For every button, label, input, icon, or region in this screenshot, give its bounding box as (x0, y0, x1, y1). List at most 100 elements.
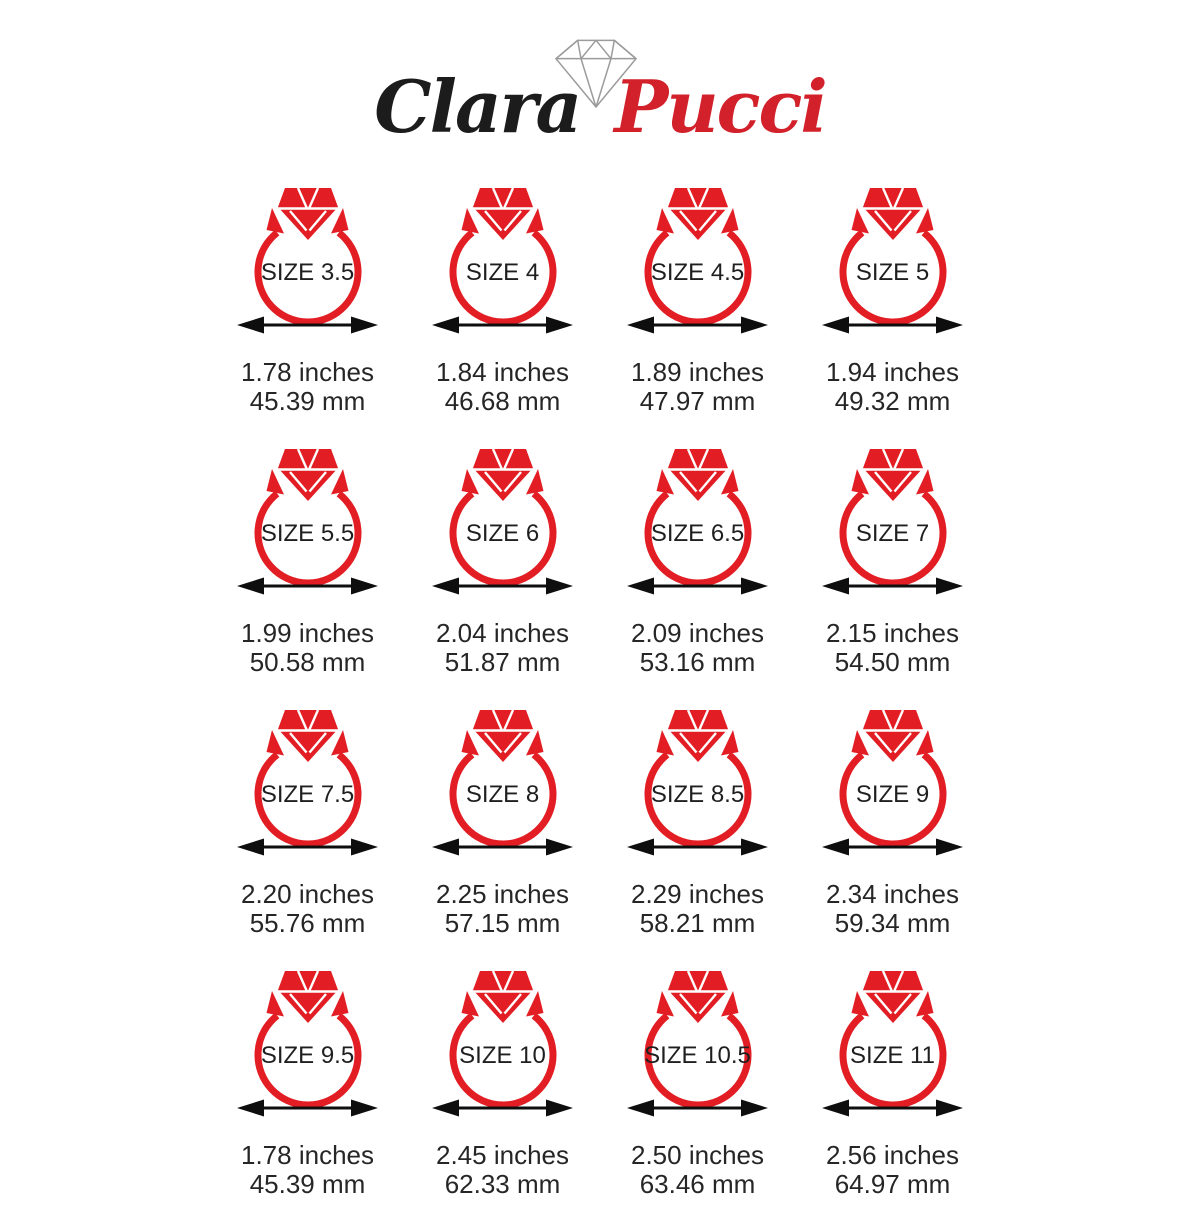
ring-prong-right (526, 730, 544, 756)
diameter-measurements: 2.15 inches 54.50 mm (826, 619, 959, 676)
arrow-head-right (936, 316, 963, 334)
ring-band (644, 751, 752, 848)
gem-facet-lines (666, 187, 730, 232)
ring-size-cell: SIZE 10 2.45 inches 62.33 mm (405, 966, 600, 1227)
ring-prong-right (331, 469, 349, 495)
gem-facet-lines (666, 970, 730, 1015)
ring-size-label: SIZE 4 (466, 259, 539, 286)
diameter-mm: 47.97 mm (639, 385, 756, 416)
ring-band (254, 1012, 362, 1109)
gem-icon (473, 449, 533, 501)
ring-prong-right (526, 469, 544, 495)
ring-prong-right (721, 991, 739, 1017)
ring-size-cell: SIZE 8 2.25 inches 57.15 mm (405, 705, 600, 966)
arrow-head-left (627, 1099, 654, 1117)
ring-prong-left (461, 208, 479, 234)
diameter-inches: 2.50 inches (631, 1140, 764, 1170)
arrow-head-left (822, 577, 849, 595)
gem-facet-lines (861, 187, 925, 232)
ring-prong-left (656, 469, 674, 495)
ring-size-cell: SIZE 7.5 2.20 inches 55.76 mm (210, 705, 405, 966)
ring-size-cell: SIZE 3.5 1.78 inches 45.39 mm (210, 183, 405, 444)
ring-band (449, 229, 557, 326)
gem-icon (863, 971, 923, 1023)
ring-size-cell: SIZE 4 1.84 inches 46.68 mm (405, 183, 600, 444)
gem-facet-lines (276, 709, 340, 754)
arrow-head-right (351, 316, 378, 334)
diameter-arrow-icon (432, 1099, 573, 1117)
arrow-head-right (351, 838, 378, 856)
ring-size-label: SIZE 8.5 (651, 781, 744, 808)
ring-prong-right (526, 208, 544, 234)
ring-diagram: SIZE 10.5 (627, 970, 768, 1117)
diameter-arrow-icon (627, 838, 768, 856)
gem-icon (278, 710, 338, 762)
arrow-head-left (237, 1099, 264, 1117)
ring-size-cell: SIZE 8.5 2.29 inches 58.21 mm (600, 705, 795, 966)
diameter-arrow-icon (432, 316, 573, 334)
diameter-measurements: 2.09 inches 53.16 mm (631, 619, 764, 676)
ring-prong-left (266, 730, 284, 756)
diameter-arrow-icon (822, 577, 963, 595)
diameter-mm: 59.34 mm (834, 907, 951, 938)
ring-diagram: SIZE 8.5 (627, 709, 768, 856)
sketch-diamond-pavilion-facets (580, 57, 612, 108)
arrow-head-right (351, 577, 378, 595)
ring-size-label: SIZE 7.5 (261, 781, 354, 808)
diameter-measurements: 2.56 inches 64.97 mm (826, 1141, 959, 1198)
ring-diagram: SIZE 6 (432, 448, 573, 595)
arrow-head-left (432, 316, 459, 334)
ring-band (254, 229, 362, 326)
ring-prong-right (721, 208, 739, 234)
arrow-head-left (822, 838, 849, 856)
ring-band (839, 1012, 947, 1109)
diamond-sketch-icon (555, 39, 637, 108)
ring-size-cell: SIZE 9 2.34 inches 59.34 mm (795, 705, 990, 966)
diameter-mm: 51.87 mm (444, 646, 561, 677)
diameter-inches: 1.89 inches (631, 357, 764, 387)
arrow-head-left (432, 1099, 459, 1117)
brand-name: Clara Pucci (0, 64, 1200, 149)
ring-prong-right (721, 730, 739, 756)
arrow-head-left (237, 316, 264, 334)
diameter-inches: 1.78 inches (241, 1140, 374, 1170)
ring-prong-left (851, 991, 869, 1017)
diameter-inches: 2.56 inches (826, 1140, 959, 1170)
arrow-head-left (627, 316, 654, 334)
gem-icon (863, 449, 923, 501)
ring-size-label: SIZE 4.5 (651, 259, 744, 286)
ring-band (254, 490, 362, 587)
arrow-head-right (936, 838, 963, 856)
ring-size-label: SIZE 3.5 (261, 259, 354, 286)
diameter-arrow-icon (237, 577, 378, 595)
diameter-measurements: 1.94 inches 49.32 mm (826, 358, 959, 415)
brand-name-first-word: Clara (374, 64, 582, 149)
ring-diagram: SIZE 11 (822, 970, 963, 1117)
gem-icon (668, 449, 728, 501)
diameter-arrow-icon (237, 316, 378, 334)
gem-facet-lines (276, 187, 340, 232)
ring-size-cell: SIZE 7 2.15 inches 54.50 mm (795, 444, 990, 705)
gem-facet-lines (471, 187, 535, 232)
ring-prong-left (461, 469, 479, 495)
diameter-mm: 58.21 mm (639, 907, 756, 938)
brand-name-second-word: Pucci (614, 64, 828, 149)
ring-band (644, 1012, 752, 1109)
ring-diagram: SIZE 5 (822, 187, 963, 334)
ring-prong-left (461, 991, 479, 1017)
arrow-head-right (351, 1099, 378, 1117)
arrow-head-left (237, 577, 264, 595)
diameter-inches: 1.84 inches (436, 357, 569, 387)
diameter-mm: 46.68 mm (444, 385, 561, 416)
ring-prong-right (916, 991, 934, 1017)
ring-band (449, 751, 557, 848)
diameter-inches: 2.29 inches (631, 879, 764, 909)
diameter-inches: 1.99 inches (241, 618, 374, 648)
diameter-measurements: 1.99 inches 50.58 mm (241, 619, 374, 676)
diameter-measurements: 1.78 inches 45.39 mm (241, 1141, 374, 1198)
ring-band (254, 751, 362, 848)
ring-size-cell: SIZE 6.5 2.09 inches 53.16 mm (600, 444, 795, 705)
ring-diagram: SIZE 10 (432, 970, 573, 1117)
ring-prong-right (331, 991, 349, 1017)
diameter-measurements: 1.89 inches 47.97 mm (631, 358, 764, 415)
